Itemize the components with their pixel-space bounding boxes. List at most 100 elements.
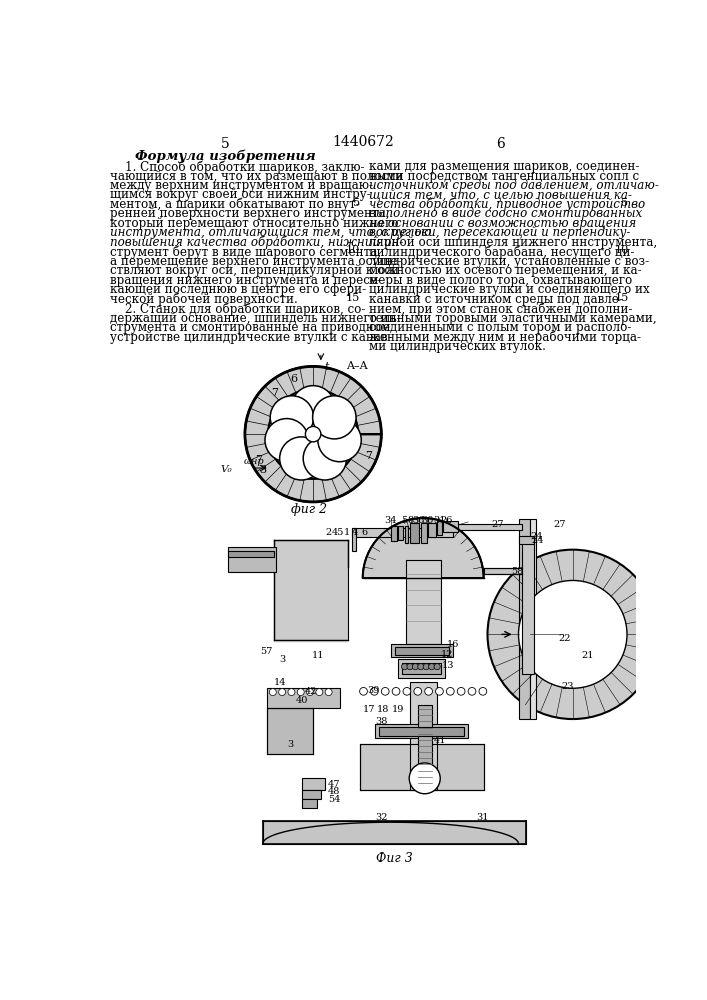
Text: канавки с источником среды под давле-: канавки с источником среды под давле- [369, 293, 623, 306]
Text: 47: 47 [328, 780, 340, 789]
Circle shape [518, 580, 627, 688]
Bar [391, 526, 397, 541]
Text: держащий основание, шпиндель нижнего ин-: держащий основание, шпиндель нижнего ин- [110, 312, 401, 325]
Bar [352, 528, 356, 551]
Circle shape [402, 664, 408, 670]
Text: ствляют вокруг оси, перпендикулярной к оси: ствляют вокруг оси, перпендикулярной к о… [110, 264, 399, 277]
Text: 42: 42 [305, 687, 317, 696]
Text: 14: 14 [274, 678, 286, 687]
Text: A–A: A–A [346, 361, 368, 371]
Text: струмента и смонтированные на приводном: струмента и смонтированные на приводном [110, 321, 390, 334]
Text: цилиндрического барабана, несущего ци-: цилиндрического барабана, несущего ци- [369, 245, 634, 259]
Circle shape [409, 763, 440, 794]
Bar [375, 724, 468, 738]
Text: 24: 24 [530, 532, 543, 541]
Text: 13: 13 [442, 661, 455, 670]
Text: 39: 39 [368, 686, 380, 695]
Circle shape [318, 419, 361, 462]
Text: 58: 58 [510, 567, 523, 576]
Text: щимся вокруг своей оси нижним инстру-: щимся вокруг своей оси нижним инстру- [110, 188, 371, 201]
Circle shape [479, 687, 486, 695]
Text: выполнено в виде соосно смонтированных: выполнено в виде соосно смонтированных [369, 207, 642, 220]
Text: V₀: V₀ [220, 465, 232, 474]
Bar [228, 547, 276, 572]
Bar [518, 519, 530, 719]
Circle shape [425, 687, 433, 695]
Text: а перемещение верхнего инструмента осуще-: а перемещение верхнего инструмента осуще… [110, 255, 402, 268]
Text: женными между ним и нерабочими торца-: женными между ним и нерабочими торца- [369, 331, 641, 344]
Text: 1. Способ обработки шариков, заклю-: 1. Способ обработки шариков, заклю- [110, 160, 365, 174]
Text: 6: 6 [496, 137, 505, 151]
Circle shape [312, 396, 356, 439]
Bar [267, 688, 340, 708]
Bar [452, 524, 522, 530]
Circle shape [407, 664, 413, 670]
Text: источником среды под давлением, отличаю-: источником среды под давлением, отличаю- [369, 179, 659, 192]
Bar [301, 778, 325, 790]
Text: 48: 48 [328, 787, 340, 796]
Text: чества обработки, приводное устройство: чества обработки, приводное устройство [369, 198, 645, 211]
Text: 36: 36 [412, 516, 425, 525]
Text: 38: 38 [375, 717, 387, 726]
Text: устройстве цилиндрические втулки с канав-: устройстве цилиндрические втулки с канав… [110, 331, 392, 344]
Bar [379, 727, 464, 736]
Text: ками для размещения шариков, соединен-: ками для размещения шариков, соединен- [369, 160, 639, 173]
Circle shape [428, 664, 435, 670]
Text: повышения качества обработки, нижний ин-: повышения качества обработки, нижний ин- [110, 236, 403, 249]
Circle shape [403, 687, 411, 695]
Text: 54: 54 [328, 795, 340, 804]
Text: 11: 11 [312, 651, 325, 660]
Text: который перемещают относительно нижнего: который перемещают относительно нижнего [110, 217, 399, 230]
Text: на основании с возможностью вращения: на основании с возможностью вращения [369, 217, 636, 230]
Text: 21: 21 [581, 651, 594, 660]
Text: 18: 18 [377, 705, 389, 714]
Text: 23: 23 [561, 682, 573, 691]
Bar [402, 663, 441, 674]
Circle shape [269, 689, 276, 696]
Bar [406, 560, 441, 644]
Bar [428, 523, 436, 537]
Circle shape [457, 687, 465, 695]
Text: линдрические втулки, установленные с воз-: линдрические втулки, установленные с воз… [369, 255, 649, 268]
Text: 16: 16 [446, 640, 459, 649]
Text: 45: 45 [332, 528, 344, 537]
Text: 8: 8 [408, 516, 414, 525]
Circle shape [381, 687, 389, 695]
Text: 31: 31 [476, 813, 489, 822]
Text: 3: 3 [288, 740, 293, 749]
Text: 3: 3 [259, 465, 267, 475]
Circle shape [468, 687, 476, 695]
Bar [418, 705, 432, 790]
Text: нием, при этом станок снабжен дополни-: нием, при этом станок снабжен дополни- [369, 302, 633, 316]
Text: 19: 19 [392, 705, 404, 714]
Text: 15: 15 [614, 293, 629, 303]
Circle shape [436, 687, 443, 695]
Bar [443, 521, 458, 532]
Text: 1440672: 1440672 [332, 135, 394, 149]
Text: 9: 9 [341, 409, 348, 419]
Text: 7: 7 [271, 388, 278, 398]
Circle shape [418, 664, 424, 670]
Bar [267, 708, 313, 754]
Bar [404, 526, 409, 543]
Bar [263, 821, 526, 844]
Circle shape [392, 687, 400, 695]
Text: 2. Станок для обработки шариков, со-: 2. Станок для обработки шариков, со- [110, 302, 366, 316]
Bar [301, 799, 317, 808]
Text: 57: 57 [260, 647, 273, 656]
Circle shape [279, 689, 286, 696]
Bar [530, 519, 537, 719]
Text: щийся тем, что, с целью повышения ка-: щийся тем, что, с целью повышения ка- [369, 188, 632, 201]
Circle shape [412, 664, 419, 670]
Text: ми цилиндрических втулок.: ми цилиндрических втулок. [369, 340, 546, 353]
Text: ческой рабочей поверхности.: ческой рабочей поверхности. [110, 293, 298, 306]
Text: лярной оси шпинделя нижнего ннструмента,: лярной оси шпинделя нижнего ннструмента, [369, 236, 657, 249]
Text: тельными торовыми эластичными камерами,: тельными торовыми эластичными камерами, [369, 312, 657, 325]
Text: 24: 24 [532, 536, 544, 545]
Circle shape [291, 386, 335, 429]
Text: 26: 26 [440, 516, 452, 525]
Text: 15: 15 [346, 293, 360, 303]
Text: 5: 5 [401, 516, 407, 525]
Text: 34: 34 [385, 516, 397, 525]
Text: 30: 30 [421, 516, 433, 525]
